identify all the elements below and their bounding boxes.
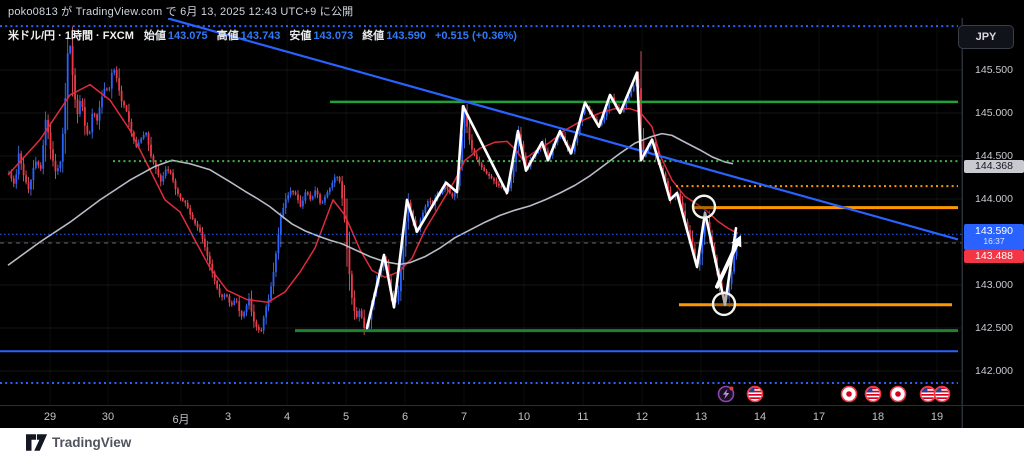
bar-countdown: 16:37 — [983, 236, 1005, 247]
tradingview-logo-icon[interactable] — [26, 434, 48, 452]
time-tick-label: 4 — [283, 411, 291, 423]
time-tick-label: 10 — [517, 411, 531, 423]
time-tick-label: 14 — [753, 411, 767, 423]
symbol-title: 米ドル/円 · 1時間 · FXCM — [8, 30, 134, 42]
price-tick-label: 142.500 — [975, 322, 1013, 334]
time-tick-label: 6月 — [172, 414, 190, 426]
publish-text: poko0813 が TradingView.com で 6月 13, 2025… — [8, 6, 354, 18]
time-tick-label: 19 — [930, 411, 944, 423]
calendar-icon-us-flag[interactable] — [746, 385, 764, 403]
ohlc-field: 安値 143.073 — [289, 30, 354, 42]
price-axis[interactable]: 145.500 145.000 144.500 144.000 143.000 142.5… — [962, 18, 1024, 428]
time-tick-label: 6 — [401, 411, 409, 423]
tradingview-brand[interactable]: TradingView — [52, 435, 132, 450]
price-tick-label: 144.500 — [975, 150, 1013, 162]
last-price-badge: 143.590 16:37 — [964, 224, 1024, 251]
time-tick-label: 11 — [577, 411, 589, 423]
time-tick-label: 3 — [224, 411, 232, 423]
price-tick-label: 145.000 — [975, 107, 1013, 119]
footer: TradingView — [0, 428, 1024, 457]
calendar-icon-us-flag[interactable] — [933, 385, 951, 403]
price-tick-label: 144.000 — [975, 193, 1013, 205]
time-axis[interactable]: 29 30 6月 3 4 5 6 7 10 11 12 13 14 17 18 19 — [0, 405, 1024, 429]
calendar-icons-row — [717, 385, 951, 403]
descending-trendline[interactable] — [167, 18, 959, 241]
time-tick-label: 13 — [694, 411, 708, 423]
price-tick-label: 142.000 — [975, 365, 1013, 377]
grid-layer — [0, 18, 962, 405]
price-tick-label: 145.500 — [975, 64, 1013, 76]
ohlc-field: 終値 143.590 — [362, 30, 426, 42]
calendar-icon-jp-flag[interactable] — [889, 385, 907, 403]
up-arrow-annotation[interactable] — [715, 235, 742, 289]
circle-annotation-upper[interactable] — [691, 194, 717, 219]
time-tick-label: 17 — [812, 411, 826, 423]
publish-bar: poko0813 が TradingView.com で 6月 13, 2025… — [0, 0, 1024, 18]
plot-area — [0, 18, 962, 405]
ohlc-field: 始値 143.075 — [143, 30, 208, 42]
currency-toggle-button[interactable]: JPY — [958, 25, 1014, 49]
bid-price-badge: 143.488 — [964, 250, 1024, 264]
ohlc-field: 高値 143.743 — [216, 30, 281, 42]
candles-layer — [8, 26, 738, 335]
horizontal-lines-layer[interactable] — [0, 25, 958, 385]
circle-annotation-lower[interactable] — [711, 291, 737, 317]
calendar-icon-jp-flag[interactable] — [840, 385, 858, 403]
zigzag-line[interactable] — [365, 71, 738, 330]
calendar-icon-us-flag[interactable] — [919, 385, 937, 403]
ma-value-badge: 144.368 — [964, 160, 1024, 174]
price-tick-label: 143.000 — [975, 279, 1013, 291]
time-tick-label: 12 — [635, 411, 649, 423]
calendar-icon-power-event[interactable] — [717, 385, 735, 403]
time-tick-label: 5 — [342, 411, 350, 423]
ma-fast-red — [7, 83, 739, 303]
symbol-legend[interactable]: 米ドル/円 · 1時間 · FXCM 始値 143.075 高値 143.743 安値 14… — [8, 27, 517, 43]
time-tick-label: 30 — [101, 411, 115, 423]
calendar-icon-us-flag[interactable] — [864, 385, 882, 403]
price-change: +0.515 (+0.36%) — [434, 30, 517, 42]
time-tick-label: 7 — [460, 411, 468, 423]
time-tick-label: 18 — [871, 411, 885, 423]
time-tick-label: 29 — [43, 411, 57, 423]
